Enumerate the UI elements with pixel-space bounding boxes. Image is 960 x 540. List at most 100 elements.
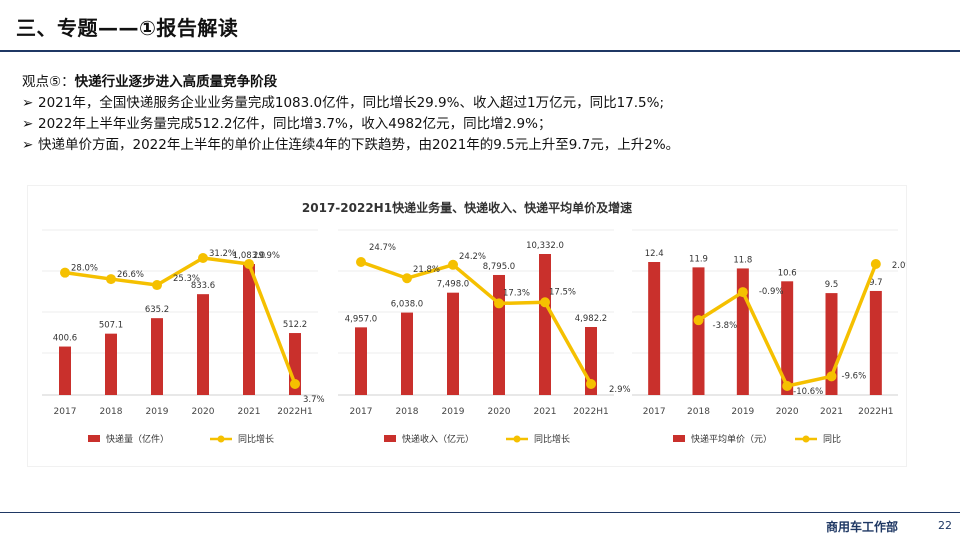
line-value-label: -0.9% [759, 287, 784, 297]
line-point [448, 259, 458, 270]
bar [692, 267, 705, 395]
x-tick-label: 2022H1 [573, 407, 608, 417]
line-point [244, 258, 254, 269]
line-point [60, 267, 70, 278]
footer-department: 商用车工作部 [826, 520, 899, 534]
bar-value-label: 7,498.0 [437, 280, 469, 290]
x-tick-label: 2019 [146, 407, 169, 417]
section-heading-line: 观点⑤：快递行业逐步进入高质量竞争阶段 [22, 72, 942, 93]
bar [59, 346, 71, 395]
legend-bar-label: 快递量（亿件） [106, 433, 169, 445]
line-value-label: -3.8% [713, 321, 738, 331]
line-point [586, 379, 596, 389]
line-value-label: 25.3% [173, 274, 200, 284]
line-value-label: 31.2% [209, 249, 236, 259]
x-tick-label: 2018 [100, 407, 123, 417]
bar [781, 281, 794, 395]
line-value-label: -10.6% [793, 387, 823, 397]
x-tick-label: 2020 [776, 407, 799, 417]
x-tick-label: 2019 [442, 407, 465, 417]
bullet-text: 快递单价方面，2022年上半年的单价止住连续4年的下跌趋势，由2021年的9.5… [38, 137, 680, 153]
bar-value-label: 4,957.0 [345, 314, 377, 324]
line-value-label: 28.0% [71, 264, 98, 274]
line-point [356, 257, 366, 267]
x-tick-label: 2020 [192, 407, 215, 417]
x-tick-label: 2021 [238, 407, 261, 417]
bar-value-label: 833.6 [191, 281, 215, 291]
line-value-label: 24.2% [459, 252, 486, 262]
page-number: 22 [938, 519, 952, 532]
line-point [402, 273, 412, 284]
bar-value-label: 9.7 [869, 278, 883, 288]
line-point [782, 381, 793, 391]
line-point [198, 253, 208, 263]
bar-value-label: 507.1 [99, 321, 123, 331]
x-tick-label: 2021 [820, 407, 843, 417]
bullet-arrow-icon: ➢ [22, 95, 34, 111]
legend-line-marker [513, 435, 521, 443]
bar-value-label: 635.2 [145, 305, 169, 315]
legend-bar-label: 快递收入（亿元） [402, 433, 474, 445]
line-point [870, 259, 881, 269]
line-point [540, 297, 550, 308]
bar-value-label: 11.8 [733, 255, 752, 265]
x-tick-label: 2018 [396, 407, 419, 417]
x-tick-label: 2020 [488, 407, 511, 417]
line-value-label: -9.6% [842, 371, 867, 381]
line-value-label: 26.6% [117, 270, 144, 280]
legend-line-label: 同比增长 [534, 433, 570, 445]
line-point [826, 371, 837, 382]
line-value-label: 2.9% [609, 385, 631, 395]
line-point [152, 280, 162, 291]
title-divider [0, 50, 960, 52]
line-value-label: 17.3% [503, 288, 530, 298]
bar-value-label: 9.5 [825, 280, 839, 290]
line-value-label: 21.8% [413, 265, 440, 275]
legend-bar-swatch [673, 435, 685, 442]
x-tick-label: 2022H1 [277, 407, 312, 417]
section-label: 观点⑤： [22, 74, 75, 90]
line-value-label: 17.5% [549, 287, 576, 297]
legend-line-marker [217, 435, 225, 443]
bar-value-label: 8,795.0 [483, 262, 515, 272]
bar-value-label: 12.4 [645, 249, 664, 259]
footer-divider [0, 512, 960, 513]
bar [447, 292, 459, 395]
bullet-arrow-icon: ➢ [22, 116, 34, 132]
bar-value-label: 512.2 [283, 320, 307, 330]
line-value-label: 2.0% [892, 261, 906, 271]
line-series [360, 260, 593, 385]
bar-value-label: 11.9 [689, 254, 708, 264]
x-tick-label: 2017 [643, 407, 666, 417]
line-point [290, 379, 300, 389]
x-tick-label: 2017 [350, 407, 373, 417]
bar-value-label: 1,083.0 [233, 251, 265, 261]
line-point [494, 298, 504, 309]
bar [151, 318, 163, 395]
bar-value-label: 6,038.0 [391, 300, 423, 310]
bar-value-label: 400.6 [53, 334, 77, 344]
x-tick-label: 2018 [687, 407, 710, 417]
bullet-text: 2022年上半年业务量完成512.2亿件，同比增3.7%，收入4982亿元，同比… [38, 116, 552, 132]
line-series [64, 256, 297, 385]
x-tick-label: 2022H1 [858, 407, 893, 417]
bar [355, 327, 367, 395]
bullet-item: ➢ 2022年上半年业务量完成512.2亿件，同比增3.7%，收入4982亿元，… [22, 114, 942, 135]
line-value-label: 29.9% [253, 251, 280, 261]
combo-charts: 2017-2022H1快递业务量、快递收入、快递平均单价及增速 400.6 201… [42, 200, 913, 445]
bullet-arrow-icon: ➢ [22, 137, 34, 153]
bar [869, 290, 882, 395]
bar [197, 294, 209, 395]
slide-title: 三、专题——①报告解读 [16, 16, 239, 40]
bar [539, 254, 551, 395]
chart-title: 2017-2022H1快递业务量、快递收入、快递平均单价及增速 [302, 200, 632, 215]
x-tick-label: 2019 [731, 407, 754, 417]
line-value-label: 24.7% [369, 243, 396, 253]
line-point [737, 287, 748, 298]
line-point [693, 315, 704, 326]
bar-value-label: 4,982.2 [575, 314, 607, 324]
legend-bar-swatch [384, 435, 396, 442]
bullet-item: ➢ 2021年，全国快递服务企业业务量完成1083.0亿件，同比增长29.9%、… [22, 93, 942, 114]
bar-value-label: 10,332.0 [526, 241, 564, 251]
legend-bar-swatch [88, 435, 100, 442]
